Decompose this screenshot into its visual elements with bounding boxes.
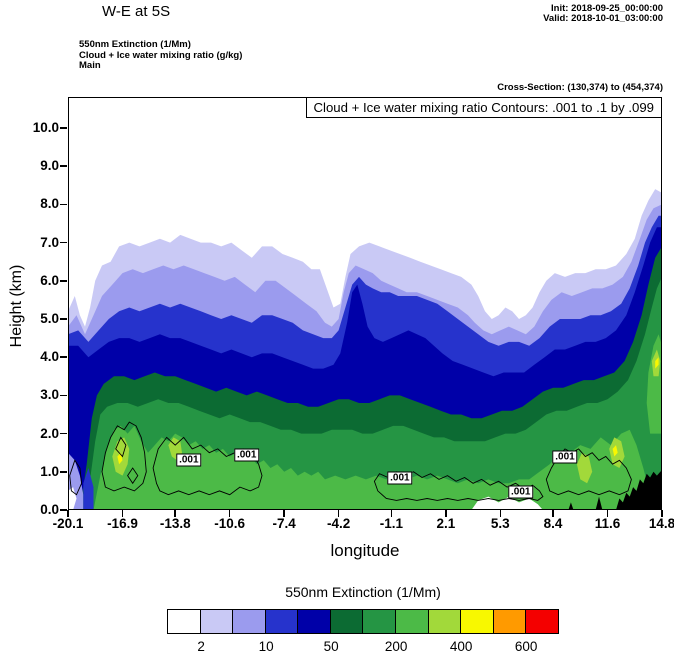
y-tick-mark (60, 241, 67, 244)
colorbar-cell (264, 610, 298, 633)
patch-left-royal-blue (83, 468, 94, 510)
x-tick-label: -10.6 (214, 516, 246, 531)
y-tick-mark (60, 432, 67, 435)
y-tick-mark (60, 279, 67, 282)
field-line-domain: Main (79, 60, 101, 71)
y-tick-mark (60, 394, 67, 397)
colorbar-cell (395, 610, 428, 633)
y-tick-mark (60, 165, 67, 167)
x-tick-label: 8.4 (543, 516, 563, 531)
y-tick-mark (60, 356, 67, 358)
x-tick-label: 2.1 (436, 516, 456, 531)
x-tick-label: -4.2 (326, 516, 351, 531)
colorbar-cell (329, 610, 363, 633)
valid-timestamp: Valid: 2018-10-01_03:00:00 (543, 13, 663, 24)
colorbar-tick-label: 400 (449, 639, 473, 654)
cross-section-label: Cross-Section: (130,374) to (454,374) (497, 82, 663, 93)
x-tick-mark (606, 510, 609, 517)
patch-terrain-small-1 (568, 502, 574, 510)
x-tick-label: -20.1 (52, 516, 84, 531)
colorbar-cell (297, 610, 330, 633)
colorbar-cell (427, 610, 461, 633)
y-tick-label: 8.0 (40, 196, 59, 212)
x-tick-mark (67, 510, 69, 517)
y-tick-mark (60, 470, 67, 473)
field-description: 550nm Extinction (1/Mm) Cloud + Ice wate… (79, 39, 243, 72)
x-tick-mark (552, 510, 554, 517)
x-tick-mark (174, 510, 177, 517)
x-tick-label: -7.4 (272, 516, 296, 531)
x-tick-label: 11.6 (594, 516, 621, 531)
cloud-contour-label: .001 (176, 453, 202, 467)
cloud-contour-label: .001 (552, 450, 578, 464)
patch-terrain-small-2 (595, 496, 603, 510)
contour-info-box: Cloud + Ice water mixing ratio Contours:… (305, 97, 662, 118)
y-tick-label: 2.0 (40, 425, 59, 441)
x-tick-mark (228, 510, 231, 517)
y-tick-label: 1.0 (40, 463, 59, 479)
band-extinction-ge-100 (68, 276, 662, 510)
y-tick-mark (60, 509, 67, 511)
colorbar-tick-label: 10 (258, 639, 274, 654)
patch-yellowgreen-blob-right1 (576, 452, 593, 484)
contour-field-svg (68, 189, 662, 510)
y-tick-mark (60, 318, 67, 320)
x-tick-label: -16.9 (107, 516, 138, 531)
colorbar-cell (362, 610, 396, 633)
colorbar-tick-label: 2 (197, 639, 205, 654)
colorbar-cell (232, 610, 265, 633)
x-axis-label: longitude (330, 541, 400, 560)
x-tick-mark (445, 510, 447, 517)
y-tick-label: 3.0 (40, 387, 59, 403)
x-tick-mark (661, 510, 663, 517)
y-tick-label: 10.0 (32, 119, 59, 135)
x-tick-label: -13.8 (159, 516, 191, 531)
cloud-mixing-ratio-contour-line (69, 459, 83, 496)
cloud-mixing-ratio-contour-line (127, 467, 139, 485)
colorbar-cell (199, 610, 233, 633)
y-tick-mark (60, 127, 67, 129)
colorbar (167, 609, 559, 634)
x-tick-mark (499, 510, 502, 517)
y-tick-label: 6.0 (40, 272, 59, 288)
cloud-contour-label: .001 (387, 471, 413, 485)
cloud-mixing-ratio-contour-line (101, 421, 147, 492)
field-line-mixing-ratio: Cloud + Ice water mixing ratio (g/kg) (79, 49, 243, 61)
x-tick-label: 14.8 (648, 516, 674, 531)
init-timestamp: Init: 2018-09-25_00:00:00 (551, 3, 663, 14)
x-tick-label: -1.1 (379, 516, 403, 531)
x-tick-mark (390, 510, 393, 517)
contour-info-text: Cloud + Ice water mixing ratio Contours:… (313, 100, 655, 115)
patch-low-clear-gap (471, 496, 543, 510)
y-tick-label: 0.0 (40, 502, 59, 517)
y-tick-mark (60, 203, 67, 206)
x-tick-mark (283, 510, 285, 517)
colorbar-tick-label: 200 (384, 639, 408, 654)
field-line-extinction: 550nm Extinction (1/Mm) (79, 39, 191, 50)
cloud-contour-label: .001 (507, 485, 534, 499)
patch-terrain-main (616, 469, 662, 510)
y-tick-label: 7.0 (40, 234, 59, 250)
x-tick-mark (121, 510, 124, 517)
y-tick-label: 4.0 (40, 349, 59, 365)
y-tick-label: 5.0 (40, 310, 59, 326)
cloud-mixing-ratio-contour-line (115, 436, 127, 458)
figure-title: W-E at 5S (102, 3, 171, 20)
cloud-mixing-ratio-contour-line (545, 448, 632, 496)
colorbar-tick-label: 50 (323, 639, 339, 654)
plot-area: Cloud + Ice water mixing ratio Contours:… (68, 97, 662, 510)
colorbar-cell (492, 610, 526, 633)
colorbar-title: 550nm Extinction (1/Mm) (285, 584, 441, 600)
x-tick-mark (337, 510, 340, 517)
colorbar-cell (460, 610, 493, 633)
patch-yellow-spot-right (612, 445, 618, 457)
colorbar-tick-label: 600 (514, 639, 538, 654)
x-tick-label: 5.3 (490, 516, 510, 531)
colorbar-cell (168, 610, 200, 633)
colorbar-cell (525, 610, 558, 633)
cloud-contour-label: .001 (233, 448, 260, 462)
patch-yellow-spot-farright (655, 357, 659, 369)
y-tick-label: 9.0 (40, 158, 59, 174)
